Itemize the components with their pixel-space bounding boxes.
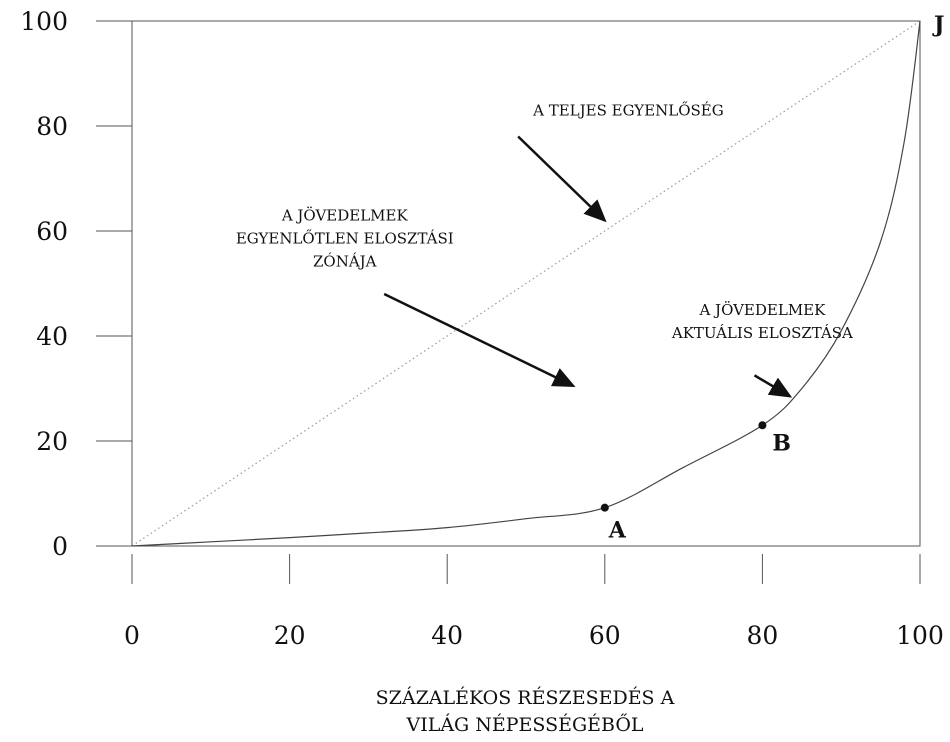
annotation-text: ZÓNÁJA <box>313 253 377 271</box>
plot-border <box>131 20 921 547</box>
y-tick-label: 0 <box>52 532 68 561</box>
x-tick-label: 40 <box>431 621 463 650</box>
annotation-text: A JÖVEDELMEK <box>698 301 826 319</box>
y-tick-label: 80 <box>36 112 68 141</box>
x-tick-label: 100 <box>896 621 944 650</box>
point-marker-b <box>758 421 767 430</box>
point-label-a: A <box>608 518 627 544</box>
x-tick-label: 80 <box>746 621 778 650</box>
point-label-j: J <box>932 12 944 38</box>
annotation-arrow <box>753 374 793 398</box>
x-axis-label-line-1: SZÁZALÉKOS RÉSZESEDÉS A <box>376 686 675 709</box>
x-tick-label: 20 <box>274 621 306 650</box>
annotation-text: A JÖVEDELMEK <box>281 207 409 225</box>
annotation-text: A TELJES EGYENLŐSÉG <box>532 102 724 120</box>
y-axis: 0 20 40 60 80 100 <box>20 7 132 561</box>
x-tick-label: 0 <box>124 621 140 650</box>
annotation-text: EGYENLŐTLEN ELOSZTÁSI <box>236 230 454 248</box>
point-marker-a <box>600 503 609 512</box>
series-group <box>131 20 921 547</box>
annotation-group: A TELJES EGYENLŐSÉG A JÖVEDELMEK EGYENLŐTL… <box>236 102 853 398</box>
x-axis: 0 20 40 60 80 100 <box>124 554 944 650</box>
annotation-text: AKTUÁLIS ELOSZTÁSA <box>671 324 853 342</box>
y-tick-label: 60 <box>36 217 68 246</box>
point-label-b: B <box>772 430 791 456</box>
equality-line <box>131 20 921 547</box>
y-tick-label: 100 <box>20 7 68 36</box>
y-tick-label: 40 <box>36 322 68 351</box>
x-axis-label-line-2: VILÁG NÉPESSÉGÉBŐL <box>405 713 643 736</box>
point-group: A B J <box>600 12 944 544</box>
y-tick-label: 20 <box>36 427 68 456</box>
annotation-arrow <box>517 135 607 223</box>
lorenz-curve <box>131 20 921 547</box>
x-tick-label: 60 <box>589 621 621 650</box>
plot-frame <box>131 20 921 547</box>
annotation-arrow <box>383 292 576 387</box>
